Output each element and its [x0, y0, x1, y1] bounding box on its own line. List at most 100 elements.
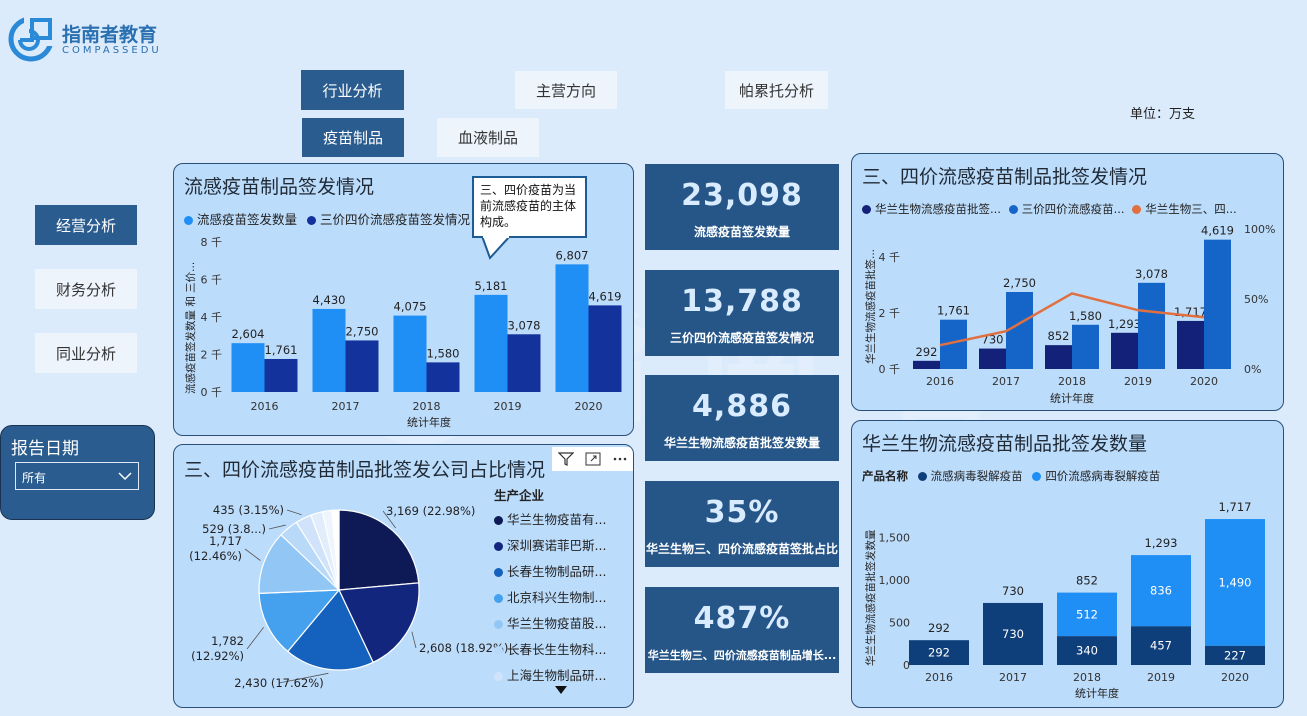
- kpi-card-share: 35% 华兰生物三、四价流感疫苗签批占比: [645, 481, 839, 567]
- data-label: 4,619: [589, 289, 622, 303]
- legend-dot: [184, 216, 193, 225]
- panel-tri-quad-release: 三、四价流感疫苗制品批签发情况 华兰生物流感疫苗批签... 三价四价流感疫苗..…: [851, 153, 1284, 411]
- total-label: 292: [928, 621, 950, 635]
- side-peer-analysis[interactable]: 同业分析: [35, 333, 137, 373]
- legend-item[interactable]: 华兰生物疫苗有...: [494, 509, 606, 528]
- legend-item[interactable]: 深圳赛诺菲巴斯...: [494, 535, 606, 554]
- compass-logo-icon: [8, 16, 54, 62]
- data-label: 5,181: [475, 279, 508, 293]
- tab-main-direction[interactable]: 主营方向: [515, 71, 617, 109]
- data-label: 3,078: [508, 318, 541, 332]
- x-tick-label: 2016: [925, 671, 953, 684]
- data-label: 4,619: [1201, 224, 1234, 238]
- filter-icon[interactable]: [557, 452, 574, 466]
- bar-segment: [1057, 636, 1117, 665]
- legend-dot: [1008, 205, 1018, 214]
- tab-blood-products[interactable]: 血液制品: [437, 118, 539, 157]
- legend-item[interactable]: 北京科兴生物制...: [494, 587, 606, 606]
- leader-line: [246, 626, 265, 650]
- line-series: [939, 292, 1205, 347]
- legend-dot: [494, 646, 503, 655]
- data-label: 1,761: [937, 304, 970, 318]
- total-label: 730: [1002, 584, 1024, 598]
- y2-tick-label: 0%: [1244, 363, 1261, 376]
- legend-item: 流感病毒裂解疫苗: [930, 469, 1023, 483]
- side-financial-analysis[interactable]: 财务分析: [35, 269, 137, 309]
- legend-item[interactable]: 长春长生生物科...: [494, 639, 606, 658]
- data-label: 2,750: [346, 324, 379, 338]
- y-tick-label: 4 千: [201, 311, 223, 324]
- data-label: 730: [1002, 627, 1024, 641]
- kpi-card-growth: 487% 华兰生物三、四价流感疫苗制品增长...: [645, 587, 839, 673]
- annotation-text: 三、四价疫苗为当前流感疫苗的主体构成。: [480, 183, 577, 229]
- data-label: 227: [1224, 648, 1246, 662]
- chart-company-pie: 3,169 (22.98%) 2,608 (18.92%) 2,430 (17.62…: [189, 503, 508, 690]
- y-tick-label: 1,500: [879, 532, 911, 545]
- visual-toolbar: [552, 447, 633, 471]
- legend-item: 三价四价流感疫苗...: [1021, 202, 1125, 216]
- bar: [393, 315, 427, 392]
- kpi-card-total: 23,098 流感疫苗签发数量: [645, 164, 839, 250]
- leader-line: [382, 510, 397, 529]
- report-date-value: 所有: [22, 471, 47, 485]
- legend-item[interactable]: 上海生物制品研...: [494, 665, 606, 684]
- x-tick-label: 2017: [999, 671, 1027, 684]
- legend-dot: [494, 672, 503, 681]
- data-label: 1,293: [1108, 317, 1141, 331]
- leader-line: [278, 672, 329, 684]
- legend-item[interactable]: 长春生物制品研...: [494, 561, 606, 580]
- kpi-label: 三价四价流感疫苗签发情况: [669, 331, 814, 345]
- x-axis-label: 统计年度: [1075, 686, 1119, 700]
- legend-item[interactable]: 华兰生物疫苗股...: [494, 613, 606, 632]
- data-label: (12.46%): [189, 549, 242, 563]
- y-tick-label: 0: [903, 659, 910, 672]
- data-label: 1,782: [211, 634, 244, 648]
- x-tick-label: 2016: [251, 400, 279, 413]
- panel-title: 华兰生物流感疫苗制品批签发数量: [862, 433, 1148, 455]
- data-label: 4,075: [394, 300, 427, 314]
- data-label: 1,580: [427, 346, 460, 360]
- data-label: 512: [1076, 607, 1098, 621]
- pie-slice: [338, 582, 420, 664]
- y-tick-label: 0 千: [879, 363, 901, 376]
- y-tick-label: 2 千: [879, 307, 901, 320]
- pie-slice: [258, 534, 341, 595]
- bar: [345, 340, 379, 392]
- data-label: 1,580: [1069, 309, 1102, 323]
- bar: [507, 334, 541, 392]
- legend-dot: [494, 594, 503, 603]
- y-tick-label: 2 千: [201, 349, 223, 362]
- bar-segment: [1131, 626, 1191, 665]
- total-label: 1,293: [1145, 536, 1178, 550]
- pie-slice: [331, 509, 340, 591]
- legend-dot: [1032, 472, 1042, 481]
- x-tick-label: 2016: [926, 375, 954, 388]
- kpi-value: 35%: [704, 495, 780, 530]
- focus-mode-icon[interactable]: [585, 452, 601, 466]
- data-label: 435 (3.15%): [213, 503, 284, 517]
- x-tick-label: 2019: [494, 400, 522, 413]
- bar: [426, 362, 460, 392]
- report-date-dropdown[interactable]: 所有: [15, 462, 139, 490]
- more-options-icon[interactable]: [612, 452, 628, 466]
- tab-industry-analysis[interactable]: 行业分析: [301, 70, 404, 110]
- bar: [1204, 239, 1231, 369]
- pie-slice: [258, 589, 341, 653]
- chart-legend: 流感疫苗签发数量 三价四价流感疫苗签发情况: [184, 209, 470, 228]
- kpi-value: 23,098: [681, 178, 803, 213]
- legend-label: 长春生物制品研...: [507, 564, 607, 579]
- scroll-down-icon[interactable]: [554, 685, 568, 695]
- tab-vaccine-products[interactable]: 疫苗制品: [302, 118, 404, 157]
- bar: [474, 294, 508, 392]
- tab-pareto-analysis[interactable]: 帕累托分析: [725, 71, 828, 109]
- bar: [979, 348, 1006, 369]
- data-label: 1,761: [265, 343, 298, 357]
- data-label: 2,750: [1003, 276, 1036, 290]
- annotation-callout: 三、四价疫苗为当前流感疫苗的主体构成。: [472, 176, 587, 238]
- legend-item: 华兰生物三、四...: [1145, 202, 1237, 216]
- chevron-down-icon: [118, 472, 132, 481]
- brand-name: 指南者教育: [62, 24, 158, 46]
- kpi-value: 487%: [693, 601, 791, 636]
- side-business-analysis[interactable]: 经营分析: [35, 205, 137, 245]
- legend-item: 华兰生物流感疫苗批签...: [875, 202, 1001, 216]
